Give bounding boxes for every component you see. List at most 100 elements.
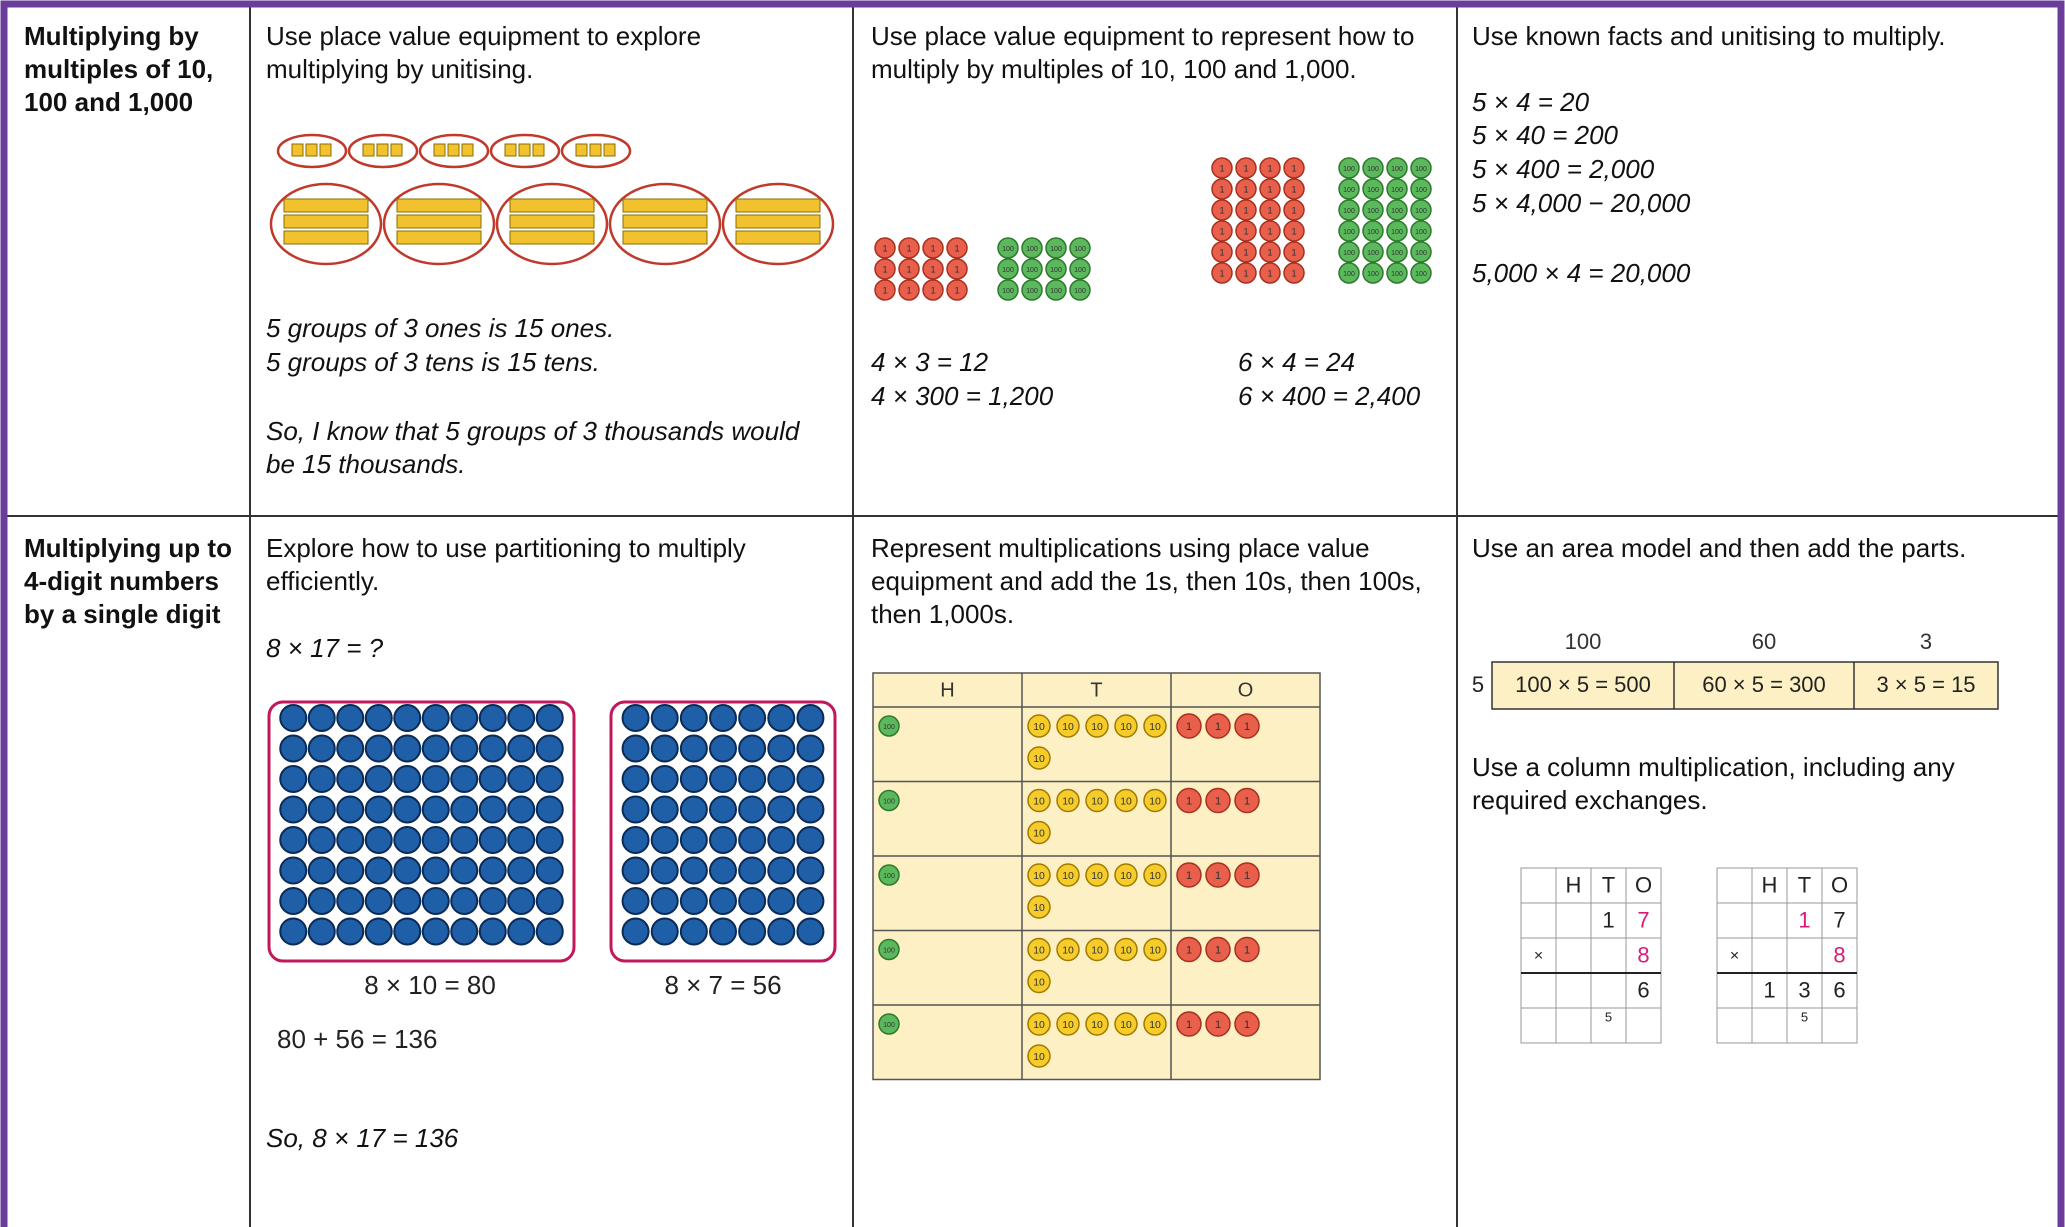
counter-label: 100 xyxy=(883,1022,895,1029)
counter xyxy=(1338,178,1360,200)
counter-label: 100 xyxy=(1367,166,1379,173)
ones-cube xyxy=(390,143,403,157)
counter-label: 10 xyxy=(1033,722,1045,733)
counter-label: 10 xyxy=(1033,1020,1045,1031)
dot xyxy=(767,795,796,824)
counter-label: 1 xyxy=(1244,796,1250,808)
area-multiplier: 5 xyxy=(1472,672,1484,697)
dot xyxy=(679,887,708,915)
counter xyxy=(1259,178,1281,200)
counter xyxy=(1362,262,1384,284)
counter-label: 100 xyxy=(1074,246,1086,253)
dot xyxy=(679,826,708,854)
grid-digit: 1 xyxy=(1763,977,1775,1002)
dot xyxy=(393,704,422,732)
counter xyxy=(1056,937,1080,962)
counter xyxy=(1069,237,1091,259)
grid-cell xyxy=(1716,1007,1753,1044)
counter xyxy=(1176,1011,1202,1037)
counter-label: 1 xyxy=(1243,248,1248,259)
counter-label: 100 xyxy=(1026,288,1038,295)
dot xyxy=(336,704,365,732)
ones-cube xyxy=(532,143,545,157)
counter-label: 1 xyxy=(1291,248,1296,259)
counter-label: 1 xyxy=(1186,721,1192,733)
counter-label: 1 xyxy=(882,265,887,276)
tens-rod xyxy=(283,198,369,213)
group-ring xyxy=(418,133,490,169)
area-header: 60 xyxy=(1752,629,1776,654)
counter xyxy=(1114,788,1138,813)
dot xyxy=(507,734,536,763)
counter xyxy=(898,258,920,280)
counter xyxy=(946,258,968,280)
dot xyxy=(679,734,708,763)
counter xyxy=(878,938,900,961)
group-ring xyxy=(608,182,722,266)
dot xyxy=(364,795,393,824)
dot xyxy=(393,734,422,763)
dot xyxy=(796,887,825,915)
counter-label: 10 xyxy=(1033,796,1045,807)
grid-digit: 6 xyxy=(1637,977,1649,1002)
dot xyxy=(535,704,564,732)
grid-cell xyxy=(1821,972,1858,1009)
dot xyxy=(307,826,336,854)
dot xyxy=(535,765,564,793)
grid-cell xyxy=(1555,1007,1592,1044)
grid-cell xyxy=(1590,972,1627,1009)
counter-label: 1 xyxy=(930,265,935,276)
dot xyxy=(336,765,365,793)
group-ring xyxy=(495,182,609,266)
dot xyxy=(421,856,450,885)
counter-label: 10 xyxy=(1062,871,1074,882)
area-header: 100 xyxy=(1565,629,1602,654)
counter xyxy=(1338,220,1360,242)
counter-label: 1 xyxy=(1215,721,1221,733)
dot xyxy=(336,856,365,885)
dot xyxy=(478,704,507,732)
counter-label: 1 xyxy=(1215,1019,1221,1031)
question: 8 × 17 = ? xyxy=(266,633,384,663)
counter xyxy=(1027,746,1051,770)
counter-label: 1 xyxy=(1215,945,1221,957)
counter xyxy=(1338,199,1360,221)
counter xyxy=(922,279,944,301)
counter xyxy=(1410,262,1432,284)
dot xyxy=(796,795,825,824)
row-heading: Multiplying by multiples of 10, 100 and … xyxy=(24,21,214,117)
counter xyxy=(1362,157,1384,179)
counter xyxy=(1234,1011,1260,1037)
grid-digit: 1 xyxy=(1602,907,1614,932)
dot xyxy=(738,734,767,763)
counter-label: 100 xyxy=(1391,166,1403,173)
dot xyxy=(796,765,825,793)
counter-label: 10 xyxy=(1091,1020,1103,1031)
dot xyxy=(307,917,336,946)
dot xyxy=(393,795,422,824)
ones-cube xyxy=(518,143,531,157)
counter xyxy=(1338,241,1360,263)
grid-cell xyxy=(1821,867,1858,904)
grid-cell xyxy=(1716,937,1753,974)
dot xyxy=(421,765,450,793)
group-ring xyxy=(560,133,632,169)
grid-cell xyxy=(1751,972,1788,1009)
counter xyxy=(1114,714,1138,738)
dot xyxy=(421,917,450,946)
counter-label: 1 xyxy=(954,265,959,276)
dot xyxy=(738,795,767,824)
counter xyxy=(1114,863,1138,887)
dot xyxy=(767,856,796,885)
dot xyxy=(450,826,479,854)
grid-cell xyxy=(1751,902,1788,939)
counter xyxy=(1259,157,1281,179)
dot xyxy=(650,856,679,885)
counter xyxy=(1362,178,1384,200)
counter-label: 100 xyxy=(1002,246,1014,253)
dot xyxy=(650,734,679,763)
counter-label: 10 xyxy=(1091,796,1103,807)
counter xyxy=(946,279,968,301)
counter-label: 1 xyxy=(906,286,911,297)
grid-cell xyxy=(1555,937,1592,974)
